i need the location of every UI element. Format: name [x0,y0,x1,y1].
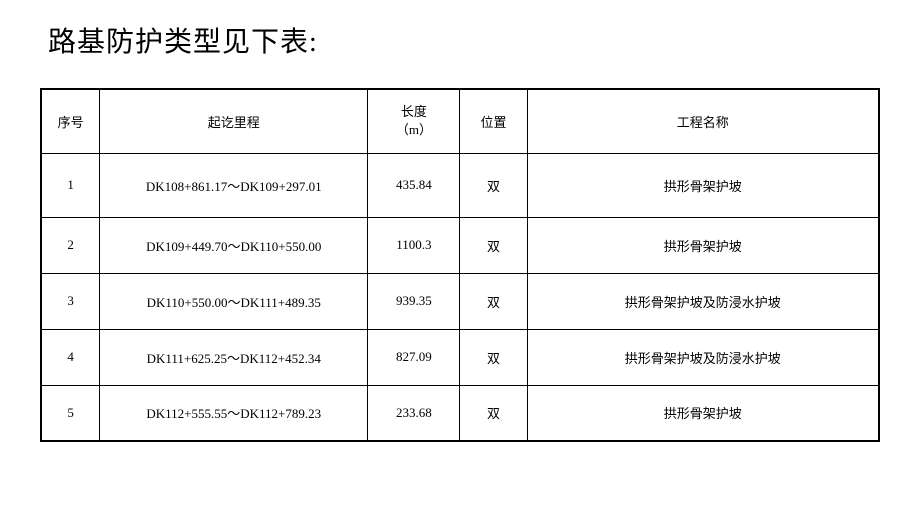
cell-project: 拱形骨架护坡 [527,217,879,273]
cell-position: 双 [460,153,527,217]
cell-range: DK110+550.00～DK111+489.35 [100,273,368,329]
cell-project: 拱形骨架护坡 [527,385,879,441]
cell-seq: 1 [41,153,100,217]
cell-seq: 3 [41,273,100,329]
cell-project: 拱形骨架护坡及防浸水护坡 [527,329,879,385]
cell-position: 双 [460,273,527,329]
cell-length: 435.84 [368,153,460,217]
cell-length: 233.68 [368,385,460,441]
table-row: 2 DK109+449.70～DK110+550.00 1100.3 双 拱形骨… [41,217,879,273]
cell-seq: 4 [41,329,100,385]
header-seq: 序号 [41,89,100,153]
cell-range: DK111+625.25～DK112+452.34 [100,329,368,385]
header-range: 起讫里程 [100,89,368,153]
table-header-row: 序号 起讫里程 长度 （m） 位置 工程名称 [41,89,879,153]
cell-range: DK108+861.17～DK109+297.01 [100,153,368,217]
cell-project: 拱形骨架护坡及防浸水护坡 [527,273,879,329]
table-row: 4 DK111+625.25～DK112+452.34 827.09 双 拱形骨… [41,329,879,385]
table-row: 1 DK108+861.17～DK109+297.01 435.84 双 拱形骨… [41,153,879,217]
table-row: 3 DK110+550.00～DK111+489.35 939.35 双 拱形骨… [41,273,879,329]
header-length-line2: （m） [368,121,459,139]
cell-position: 双 [460,217,527,273]
cell-seq: 2 [41,217,100,273]
cell-position: 双 [460,329,527,385]
table-row: 5 DK112+555.55～DK112+789.23 233.68 双 拱形骨… [41,385,879,441]
header-length: 长度 （m） [368,89,460,153]
header-length-line1: 长度 [368,103,459,121]
header-project: 工程名称 [527,89,879,153]
cell-range: DK112+555.55～DK112+789.23 [100,385,368,441]
header-position: 位置 [460,89,527,153]
cell-seq: 5 [41,385,100,441]
cell-length: 827.09 [368,329,460,385]
cell-range: DK109+449.70～DK110+550.00 [100,217,368,273]
cell-position: 双 [460,385,527,441]
cell-length: 1100.3 [368,217,460,273]
protection-table: 序号 起讫里程 长度 （m） 位置 工程名称 1 DK108+861.17～DK… [40,88,880,442]
cell-length: 939.35 [368,273,460,329]
cell-project: 拱形骨架护坡 [527,153,879,217]
page-title: 路基防护类型见下表: [48,20,880,60]
